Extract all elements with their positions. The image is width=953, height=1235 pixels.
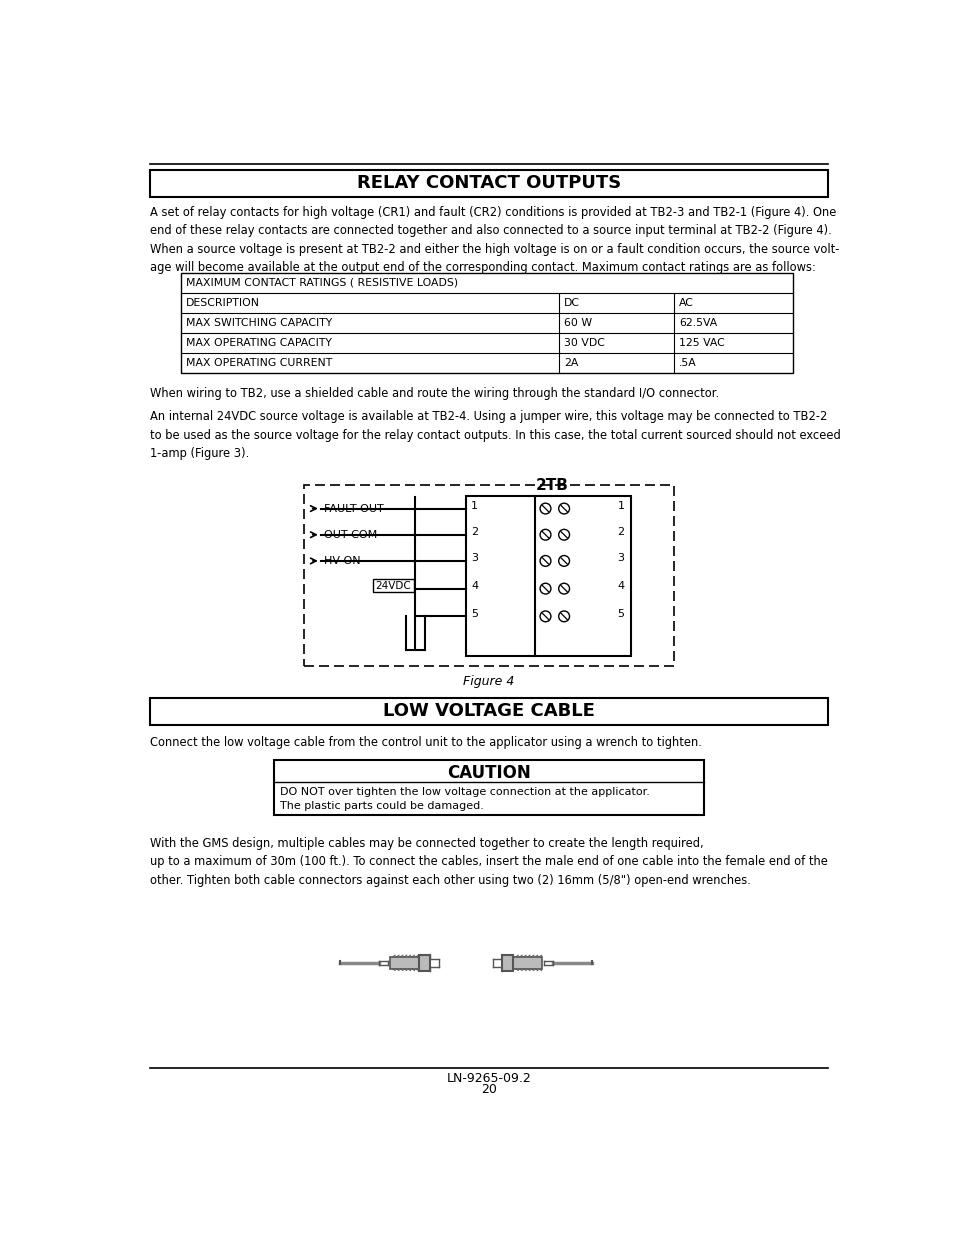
Text: LOW VOLTAGE CABLE: LOW VOLTAGE CABLE [382,703,595,720]
Text: 4: 4 [471,580,477,590]
Text: MAX OPERATING CURRENT: MAX OPERATING CURRENT [186,358,332,368]
Bar [150,169,827,196]
Circle shape [558,583,569,594]
Text: MAXIMUM CONTACT RATINGS ( RESISTIVE LOADS): MAXIMUM CONTACT RATINGS ( RESISTIVE LOAD… [186,278,457,288]
Text: 30 VDC: 30 VDC [563,338,604,348]
Text: A set of relay contacts for high voltage (CR1) and fault (CR2) conditions is pro: A set of relay contacts for high voltage… [150,206,839,274]
Circle shape [558,530,569,540]
Text: 24VDC: 24VDC [375,580,411,590]
Bar [303,485,674,666]
Bar [274,761,703,815]
Text: When wiring to TB2, use a shielded cable and route the wiring through the standa: When wiring to TB2, use a shielded cable… [150,387,719,400]
Text: AC: AC [679,298,693,308]
Text: 5: 5 [617,609,624,619]
Circle shape [539,583,550,594]
Circle shape [558,556,569,567]
Text: CAUTION: CAUTION [447,764,530,783]
Circle shape [539,530,550,540]
Text: 1: 1 [617,501,624,511]
Text: 2: 2 [471,527,477,537]
Text: Figure 4: Figure 4 [463,674,514,688]
Text: 20: 20 [480,1083,497,1095]
Circle shape [539,611,550,621]
Text: 2TB: 2TB [536,478,568,493]
Text: 125 VAC: 125 VAC [679,338,723,348]
Text: 60 W: 60 W [563,317,592,329]
Text: .5A: .5A [679,358,696,368]
Bar [181,273,793,373]
Bar [418,955,430,971]
Text: 2: 2 [617,527,624,537]
Bar [390,957,418,969]
Text: 5: 5 [471,609,477,619]
Circle shape [558,611,569,621]
Text: With the GMS design, multiple cables may be connected together to create the len: With the GMS design, multiple cables may… [150,836,827,887]
Bar [466,496,630,656]
Text: An internal 24VDC source voltage is available at TB2-4. Using a jumper wire, thi: An internal 24VDC source voltage is avai… [150,410,841,459]
Circle shape [539,556,550,567]
Circle shape [539,503,550,514]
Text: 2A: 2A [563,358,578,368]
Text: OUT COM: OUT COM [323,530,376,540]
Circle shape [558,503,569,514]
Text: 1: 1 [471,501,477,511]
Text: 3: 3 [471,553,477,563]
Text: RELAY CONTACT OUTPUTS: RELAY CONTACT OUTPUTS [356,174,620,193]
Bar [513,957,542,969]
Text: MAX SWITCHING CAPACITY: MAX SWITCHING CAPACITY [186,317,332,329]
Text: 3: 3 [617,553,624,563]
Text: FAULT OUT: FAULT OUT [323,504,383,514]
Text: Connect the low voltage cable from the control unit to the applicator using a wr: Connect the low voltage cable from the c… [150,736,701,750]
Text: HV ON: HV ON [323,556,360,566]
Text: MAX OPERATING CAPACITY: MAX OPERATING CAPACITY [186,338,332,348]
Text: DO NOT over tighten the low voltage connection at the applicator.
The plastic pa: DO NOT over tighten the low voltage conn… [280,787,650,811]
Bar [373,579,414,593]
Text: 62.5VA: 62.5VA [679,317,717,329]
Text: LN-9265-09.2: LN-9265-09.2 [446,1072,531,1084]
Bar [501,955,513,971]
Text: DESCRIPTION: DESCRIPTION [186,298,259,308]
Text: DC: DC [563,298,579,308]
Text: 4: 4 [617,580,624,590]
Bar [150,698,827,725]
